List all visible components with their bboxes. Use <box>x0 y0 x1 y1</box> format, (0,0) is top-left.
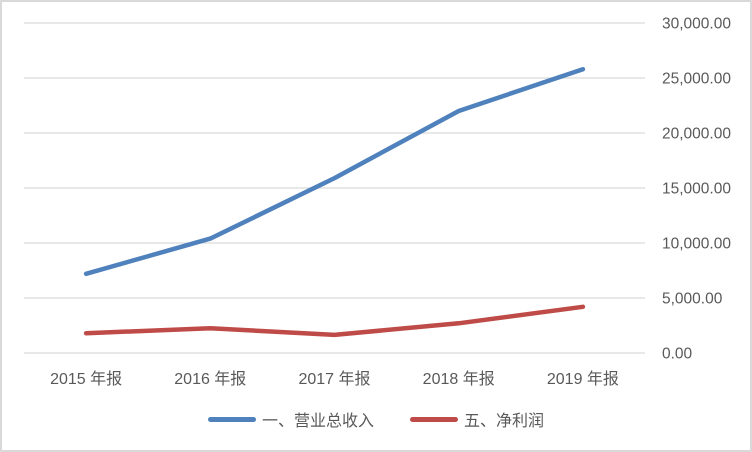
legend-item-net-profit[interactable]: 五、净利润 <box>410 407 544 431</box>
x-axis-label: 2017 年报 <box>298 370 370 388</box>
chart-legend: 一、营业总收入 五、净利润 <box>0 407 752 431</box>
legend-line-swatch-net-profit <box>410 416 458 422</box>
y-tick-label: 10,000.00 <box>662 236 731 253</box>
legend-label-net-profit: 五、净利润 <box>464 413 545 430</box>
y-tick-label: 20,000.00 <box>662 126 731 143</box>
series-line-0 <box>83 66 586 277</box>
legend-line-swatch-revenue <box>207 416 256 422</box>
x-axis-label: 2016 年报 <box>174 370 246 388</box>
x-axis-label: 2018 年报 <box>423 370 495 388</box>
y-tick-label: 15,000.00 <box>662 181 731 198</box>
legend-label-revenue: 一、营业总收入 <box>261 413 374 430</box>
x-axis-label: 2019 年报 <box>547 370 619 388</box>
y-tick-label: 5,000.00 <box>662 291 723 308</box>
y-tick-label: 0.00 <box>662 346 693 363</box>
x-axis-label: 2015 年报 <box>50 370 122 388</box>
series-line-1 <box>83 304 586 338</box>
y-tick-label: 25,000.00 <box>662 71 731 88</box>
legend-item-revenue[interactable]: 一、营业总收入 <box>207 407 374 431</box>
y-tick-label: 30,000.00 <box>662 16 731 33</box>
